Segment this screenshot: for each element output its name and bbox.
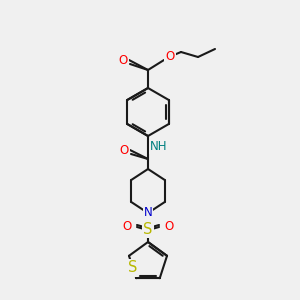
Text: O: O [118, 55, 127, 68]
Text: NH: NH [150, 140, 168, 154]
Text: N: N [144, 206, 152, 220]
Text: S: S [128, 260, 137, 275]
Text: O: O [164, 220, 174, 232]
Text: S: S [143, 221, 153, 236]
Text: O: O [119, 145, 129, 158]
Text: O: O [165, 50, 175, 64]
Text: O: O [122, 220, 132, 232]
